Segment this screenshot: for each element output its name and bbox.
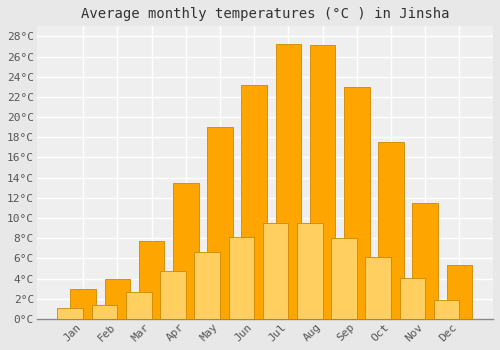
Bar xyxy=(263,223,288,319)
Bar xyxy=(70,289,96,319)
Bar xyxy=(400,278,425,319)
Bar xyxy=(331,238,357,319)
Bar xyxy=(412,203,438,319)
Bar xyxy=(344,87,370,319)
Bar xyxy=(58,308,83,319)
Bar xyxy=(297,223,322,319)
Bar xyxy=(104,279,130,319)
Bar xyxy=(138,241,164,319)
Bar xyxy=(242,85,267,319)
Bar xyxy=(378,142,404,319)
Bar xyxy=(92,305,118,319)
Bar xyxy=(126,292,152,319)
Bar xyxy=(310,46,336,319)
Bar xyxy=(173,183,199,319)
Bar xyxy=(276,44,301,319)
Bar xyxy=(366,257,391,319)
Bar xyxy=(194,252,220,319)
Bar xyxy=(434,300,460,319)
Bar xyxy=(228,237,254,319)
Bar xyxy=(207,127,233,319)
Bar xyxy=(160,271,186,319)
Bar xyxy=(446,265,472,319)
Title: Average monthly temperatures (°C ) in Jinsha: Average monthly temperatures (°C ) in Ji… xyxy=(80,7,449,21)
